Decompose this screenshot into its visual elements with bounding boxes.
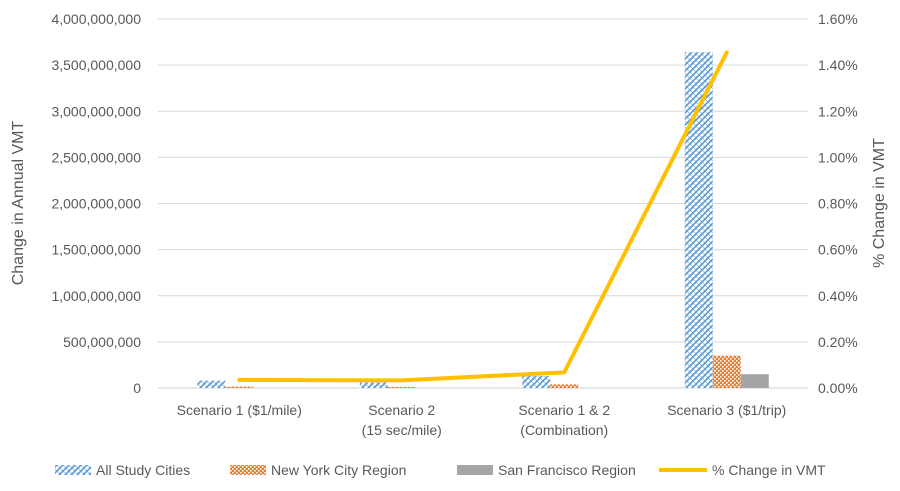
bar-new-york-city-region bbox=[387, 386, 416, 388]
legend-label: All Study Cities bbox=[96, 462, 190, 478]
x-tick-label: Scenario 1 & 2 bbox=[518, 402, 610, 418]
x-tick-label: (15 sec/mile) bbox=[362, 422, 442, 438]
y2-tick-label: 0.20% bbox=[818, 334, 858, 350]
gridlines bbox=[158, 18, 808, 389]
left-axis-ticks: 0 500,000,000 1,000,000,000 1,500,000,000 2,… bbox=[51, 11, 141, 396]
legend-swatch bbox=[55, 465, 91, 475]
bar-all-study-cities bbox=[684, 52, 713, 389]
legend-swatch bbox=[230, 465, 266, 475]
y2-tick-label: 1.00% bbox=[818, 149, 858, 165]
y-axis-title: Change in Annual VMT bbox=[10, 121, 27, 286]
y2-tick-label: 0.00% bbox=[818, 380, 858, 396]
y2-tick-label: 1.20% bbox=[818, 103, 858, 119]
y2-tick-label: 1.40% bbox=[818, 57, 858, 73]
right-axis-ticks: 0.00% 0.20% 0.40% 0.60% 0.80% 1.00% 1.20% 1.40%… bbox=[818, 11, 858, 396]
line-pct-change-vmt bbox=[237, 50, 729, 383]
legend-label: New York City Region bbox=[271, 462, 406, 478]
bar-san-francisco-region bbox=[740, 374, 769, 388]
y-tick-label: 500,000,000 bbox=[63, 334, 141, 350]
y-tick-label: 1,500,000,000 bbox=[51, 242, 141, 258]
legend-label: San Francisco Region bbox=[498, 462, 636, 478]
y2-tick-label: 0.80% bbox=[818, 196, 858, 212]
y-tick-label: 3,500,000,000 bbox=[51, 57, 141, 73]
line-series bbox=[237, 50, 729, 383]
y2-tick-label: 0.40% bbox=[818, 288, 858, 304]
x-tick-label: Scenario 3 ($1/trip) bbox=[667, 402, 786, 418]
x-tick-label: Scenario 2 bbox=[368, 402, 435, 418]
y-tick-label: 2,500,000,000 bbox=[51, 149, 141, 165]
x-tick-label: Scenario 1 ($1/mile) bbox=[177, 402, 302, 418]
y-tick-label: 3,000,000,000 bbox=[51, 103, 141, 119]
y-tick-label: 4,000,000,000 bbox=[51, 11, 141, 27]
x-tick-label: (Combination) bbox=[520, 422, 608, 438]
y-tick-label: 0 bbox=[133, 380, 141, 396]
bar-all-study-cities bbox=[197, 380, 226, 388]
bar-new-york-city-region bbox=[712, 355, 741, 388]
legend-label: % Change in VMT bbox=[712, 462, 826, 478]
y2-tick-label: 0.60% bbox=[818, 242, 858, 258]
y2-tick-label: 1.60% bbox=[818, 11, 858, 27]
bar-new-york-city-region bbox=[550, 384, 579, 388]
bar-new-york-city-region bbox=[225, 386, 254, 388]
bar-all-study-cities bbox=[359, 382, 388, 388]
y2-axis-title: % Change in VMT bbox=[871, 138, 888, 268]
bar-all-study-cities bbox=[522, 376, 551, 388]
y-tick-label: 2,000,000,000 bbox=[51, 196, 141, 212]
legend-swatch bbox=[457, 465, 493, 475]
x-axis-labels: Scenario 1 ($1/mile) Scenario 2 (15 sec/mi… bbox=[177, 402, 787, 438]
legend: All Study Cities New York City Region San … bbox=[55, 462, 826, 478]
y-tick-label: 1,000,000,000 bbox=[51, 288, 141, 304]
bars bbox=[197, 52, 769, 389]
